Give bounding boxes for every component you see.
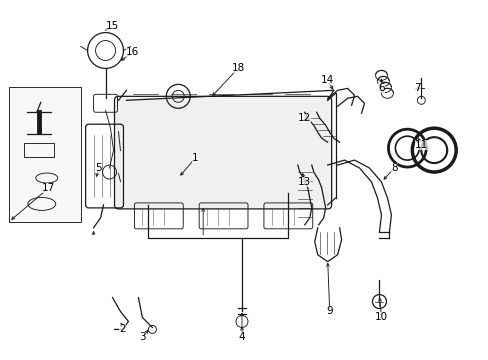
Text: 6: 6 xyxy=(377,84,384,93)
Text: 7: 7 xyxy=(413,84,420,93)
Text: 10: 10 xyxy=(374,312,387,323)
Text: 17: 17 xyxy=(42,183,55,193)
Text: 9: 9 xyxy=(325,306,332,316)
Text: 16: 16 xyxy=(125,48,139,58)
Text: 4: 4 xyxy=(238,332,245,342)
Text: 8: 8 xyxy=(390,163,397,173)
FancyBboxPatch shape xyxy=(114,96,331,209)
Text: 2: 2 xyxy=(119,324,125,334)
Bar xyxy=(24,143,54,157)
Text: 15: 15 xyxy=(106,21,119,31)
Text: 14: 14 xyxy=(321,75,334,85)
Text: 3: 3 xyxy=(139,332,145,342)
Text: 13: 13 xyxy=(298,177,311,187)
Text: 18: 18 xyxy=(231,63,244,73)
Bar xyxy=(9,87,81,222)
Text: 12: 12 xyxy=(298,113,311,123)
Text: 5: 5 xyxy=(95,163,102,173)
Text: 1: 1 xyxy=(191,153,198,163)
Text: 11: 11 xyxy=(414,140,427,150)
